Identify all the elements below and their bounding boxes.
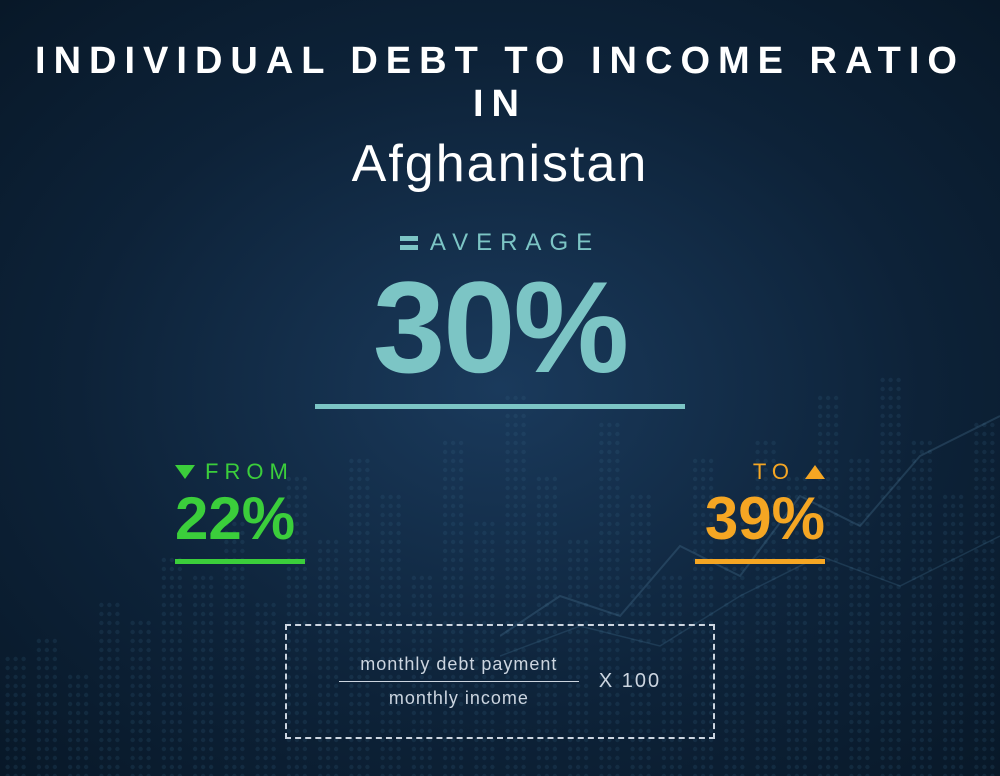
from-underline bbox=[175, 559, 305, 564]
to-underline bbox=[695, 559, 825, 564]
title-line-2: Afghanistan bbox=[0, 134, 1000, 194]
title-line-1: INDIVIDUAL DEBT TO INCOME RATIO IN bbox=[0, 40, 1000, 126]
formula-fraction: monthly debt payment monthly income bbox=[339, 648, 579, 715]
from-block: FROM 22% bbox=[175, 459, 305, 564]
formula-denominator: monthly income bbox=[389, 682, 529, 715]
average-section: AVERAGE 30% bbox=[0, 229, 1000, 409]
average-label: AVERAGE bbox=[430, 229, 600, 257]
formula-numerator: monthly debt payment bbox=[360, 648, 557, 681]
to-value: 39% bbox=[695, 489, 825, 549]
triangle-down-icon bbox=[175, 465, 195, 479]
from-value: 22% bbox=[175, 489, 305, 549]
from-label: FROM bbox=[205, 459, 294, 485]
triangle-up-icon bbox=[805, 465, 825, 479]
formula-box: monthly debt payment monthly income X 10… bbox=[285, 624, 715, 739]
to-label: TO bbox=[753, 459, 795, 485]
equals-icon bbox=[400, 236, 418, 250]
to-block: TO 39% bbox=[695, 459, 825, 564]
infographic-content: INDIVIDUAL DEBT TO INCOME RATIO IN Afgha… bbox=[0, 0, 1000, 776]
average-underline bbox=[315, 404, 685, 409]
range-row: FROM 22% TO 39% bbox=[0, 459, 1000, 564]
formula-multiplier: X 100 bbox=[599, 670, 661, 693]
average-value: 30% bbox=[0, 262, 1000, 392]
